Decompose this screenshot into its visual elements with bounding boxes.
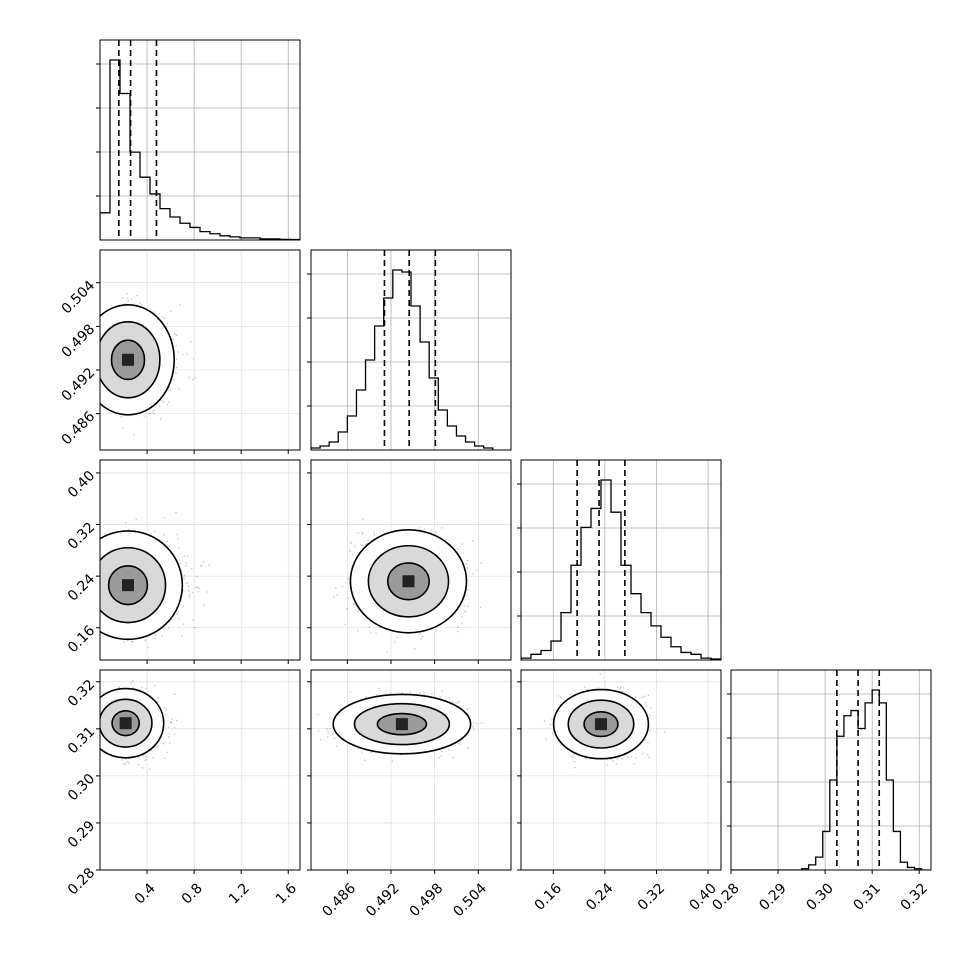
x-tick-label-0-1: 0.8 (179, 880, 206, 907)
x-tick-label-1-1: 0.492 (363, 880, 403, 920)
density-peak (595, 718, 607, 731)
panel-frame (99, 459, 301, 661)
y-tick-label-1-1: 0.492 (59, 365, 99, 405)
panel-2-0 (96, 459, 301, 664)
y-tick-label-3-0: 0.28 (65, 865, 98, 898)
x-tick-label-2-0: 0.16 (532, 880, 565, 913)
histogram-3 (731, 689, 929, 870)
panel-frame (730, 669, 932, 871)
histogram-2 (521, 479, 721, 660)
x-tick-label-2-1: 0.24 (583, 880, 616, 913)
x-tick-label-1-0: 0.486 (319, 880, 359, 920)
y-tick-label-3-1: 0.29 (65, 818, 98, 851)
x-tick-label-3-4: 0.32 (898, 880, 931, 913)
x-tick-label-1-2: 0.498 (407, 880, 447, 920)
x-tick-label-0-0: 0.4 (132, 880, 159, 907)
y-tick-label-3-3: 0.31 (65, 724, 98, 757)
y-tick-label-2-2: 0.32 (65, 519, 98, 552)
y-tick-label-2-0: 0.16 (65, 623, 98, 656)
panel-frame (520, 459, 722, 661)
x-tick-label-0-3: 1.6 (273, 880, 300, 907)
density-peak (395, 718, 408, 731)
panel-2-1 (307, 459, 512, 664)
panel-frame (99, 39, 301, 241)
panel-2-2 (517, 459, 722, 661)
panel-1-1 (307, 249, 512, 451)
y-tick-label-3-2: 0.30 (65, 771, 98, 804)
panel-frame (310, 249, 512, 451)
x-tick-label-0-2: 1.2 (226, 880, 253, 907)
x-tick-label-3-3: 0.31 (851, 880, 884, 913)
panel-3-0 (96, 669, 301, 874)
panel-frame (310, 669, 512, 871)
panel-0-0 (96, 39, 301, 241)
x-tick-label-3-2: 0.30 (804, 880, 837, 913)
y-tick-label-2-3: 0.40 (65, 468, 98, 501)
panel-frame (99, 249, 301, 451)
panel-3-2 (517, 669, 722, 874)
x-tick-label-2-2: 0.32 (635, 880, 668, 913)
histogram-1 (311, 269, 494, 450)
panel-1-0 (96, 249, 301, 454)
y-tick-label-1-0: 0.486 (59, 409, 99, 449)
x-tick-label-1-3: 0.504 (450, 880, 490, 920)
panel-3-3 (727, 669, 932, 874)
y-tick-label-2-1: 0.24 (65, 571, 98, 604)
panel-frame (310, 459, 512, 661)
panel-frame (520, 669, 722, 871)
y-tick-label-3-4: 0.32 (65, 677, 98, 710)
density-peak (122, 353, 134, 366)
panel-3-1 (307, 669, 512, 874)
density-peak (122, 579, 134, 592)
panel-frame (99, 669, 301, 871)
y-tick-label-1-2: 0.498 (59, 321, 99, 361)
density-peak (402, 575, 415, 588)
density-peak (119, 717, 132, 730)
x-tick-label-3-0: 0.28 (709, 880, 742, 913)
y-tick-label-1-3: 0.504 (59, 278, 99, 318)
x-tick-label-3-1: 0.29 (756, 880, 789, 913)
